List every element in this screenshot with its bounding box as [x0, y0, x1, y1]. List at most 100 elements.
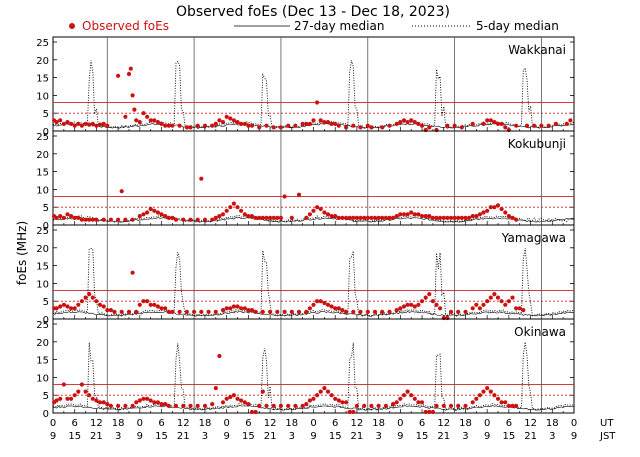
x-jst-tick-label: 15: [155, 431, 168, 442]
jst-label: JST: [599, 431, 616, 442]
observed-point: [184, 309, 189, 314]
observed-point: [231, 201, 236, 206]
x-ut-tick-label: 6: [158, 418, 164, 429]
observed-point: [510, 215, 515, 220]
observed-point: [217, 353, 222, 359]
x-ut-tick-label: 18: [285, 418, 298, 429]
observed-point: [300, 403, 305, 408]
observed-point: [344, 400, 349, 405]
observed-point: [94, 398, 99, 403]
observed-point: [325, 120, 331, 125]
panels: 0 5 10 15 20 25 Wakkanai 0 5 10 15 20 25 Kokubunji 0 5 1…: [36, 36, 575, 420]
x-ut-tick-label: 6: [506, 418, 512, 429]
observed-point: [430, 409, 435, 415]
median-27day-line: [52, 405, 575, 411]
observed-point: [329, 304, 334, 309]
x-jst-tick-label: 9: [571, 431, 577, 442]
observed-point: [148, 206, 153, 212]
observed-point: [264, 123, 269, 128]
observed-point: [470, 214, 475, 219]
station-label: Kokubunji: [508, 137, 566, 151]
y-tick-label: 10: [36, 279, 49, 290]
observed-point: [69, 396, 74, 401]
observed-point: [430, 215, 435, 220]
x-jst-tick-label: 9: [137, 431, 143, 442]
observed-point: [130, 93, 135, 98]
observed-point: [61, 382, 66, 387]
station-label: Yamagawa: [501, 231, 566, 245]
x-ut-tick-label: 18: [112, 418, 125, 429]
y-tick-label: 15: [36, 356, 49, 367]
observed-point: [94, 217, 99, 222]
x-jst-tick-label: 21: [351, 431, 364, 442]
observed-point: [83, 389, 88, 394]
observed-point: [423, 409, 428, 415]
observed-point: [101, 121, 106, 126]
observed-point: [485, 299, 490, 304]
observed-point: [474, 214, 479, 219]
observed-point: [246, 402, 251, 407]
observed-point: [564, 121, 569, 126]
y-tick-label: 0: [43, 315, 49, 326]
x-jst-tick-label: 9: [310, 431, 316, 442]
observed-point: [116, 217, 121, 222]
observed-point: [369, 125, 374, 130]
observed-point: [325, 212, 331, 217]
legend-5day-label: 5-day median: [476, 19, 559, 33]
observed-point: [119, 189, 124, 194]
x-ut-tick-label: 0: [484, 418, 490, 429]
observed-point: [94, 299, 99, 304]
legend-observed-label: Observed foEs: [82, 19, 169, 33]
observed-point: [452, 123, 457, 128]
observed-point: [347, 409, 352, 415]
observed-point: [434, 302, 439, 307]
x-ut-tick-label: 0: [223, 418, 229, 429]
x-ut-tick-label: 0: [310, 418, 316, 429]
observed-point: [166, 215, 171, 220]
observed-point: [448, 403, 454, 408]
observed-point: [495, 295, 501, 300]
observed-point: [485, 208, 490, 213]
observed-point: [492, 205, 497, 210]
legend: Observed foEs 27-day median 5-day median: [69, 19, 559, 33]
observed-point: [495, 203, 501, 208]
observed-point: [333, 121, 338, 126]
observed-point: [492, 292, 497, 297]
observed-point: [54, 215, 59, 220]
observed-point: [210, 123, 215, 128]
observed-point: [145, 210, 150, 215]
y-tick-label: 25: [36, 320, 49, 331]
x-jst-tick-label: 3: [115, 431, 121, 442]
observed-point: [58, 304, 63, 309]
x-jst-tick-label: 15: [503, 431, 516, 442]
observed-point: [105, 402, 110, 407]
x-jst-tick-label: 9: [50, 431, 56, 442]
observed-point: [202, 217, 208, 222]
observed-point: [213, 215, 218, 220]
observed-point: [336, 215, 341, 220]
observed-point: [383, 215, 388, 220]
observed-point: [401, 304, 407, 309]
observed-point: [202, 123, 208, 128]
observed-point: [231, 304, 236, 309]
observed-point: [293, 123, 298, 128]
observed-point: [438, 215, 443, 220]
observed-point: [387, 309, 392, 314]
observed-point: [481, 121, 486, 126]
observed-point: [249, 308, 255, 313]
observed-point: [488, 389, 493, 394]
observed-point: [108, 308, 113, 313]
observed-point: [166, 403, 171, 408]
observed-point: [141, 111, 146, 116]
median-5day-line: [52, 60, 575, 129]
observed-point: [296, 309, 302, 314]
observed-point: [72, 123, 77, 128]
observed-point: [90, 396, 95, 401]
observed-point: [79, 217, 84, 222]
observed-point: [105, 123, 110, 128]
observed-point: [539, 123, 544, 128]
observed-point: [524, 123, 530, 128]
observed-point: [253, 215, 258, 220]
observed-point: [412, 396, 417, 401]
observed-point: [495, 396, 501, 401]
